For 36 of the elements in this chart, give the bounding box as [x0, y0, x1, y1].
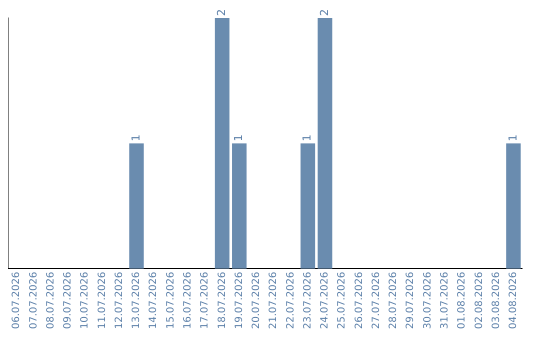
- data-label: 1: [232, 134, 246, 142]
- x-tick-label: 20.07.2026: [251, 272, 262, 330]
- x-tick-label: 29.07.2026: [405, 272, 416, 330]
- data-label: 1: [129, 134, 142, 142]
- x-tick-label: 22.07.2026: [285, 272, 296, 330]
- x-tick-label: 17.07.2026: [200, 272, 211, 330]
- x-tick-label: 31.07.2026: [439, 272, 450, 330]
- x-tick-label: 01.08.2026: [456, 272, 468, 330]
- x-tick-label: 25.07.2026: [336, 272, 348, 330]
- x-tick-label: 27.07.2026: [370, 272, 382, 330]
- data-label: 2: [318, 9, 331, 16]
- x-tick-label: 16.07.2026: [182, 272, 194, 330]
- x-tick-label: 14.07.2026: [148, 272, 160, 330]
- x-tick-label: 09.07.2026: [62, 272, 74, 330]
- data-label: 1: [300, 134, 314, 142]
- x-tick-label: 28.07.2026: [388, 272, 400, 330]
- x-tick-label: 13.07.2026: [131, 272, 142, 330]
- x-tick-label: 30.07.2026: [422, 272, 434, 330]
- x-tick-label: 06.07.2026: [11, 272, 22, 330]
- x-tick-label: 02.08.2026: [474, 272, 485, 330]
- x-tick-label: 26.07.2026: [354, 272, 365, 330]
- x-tick-label: 03.08.2026: [490, 272, 502, 330]
- x-tick-label: 19.07.2026: [234, 272, 245, 330]
- x-tick-label: 07.07.2026: [28, 272, 40, 330]
- x-tick-label: 08.07.2026: [45, 272, 56, 330]
- x-tick-label: 11.07.2026: [96, 272, 108, 330]
- x-tick-label: 23.07.2026: [302, 272, 314, 330]
- x-tick-label: 24.07.2026: [320, 272, 331, 330]
- data-label: 2: [215, 9, 228, 16]
- x-tick-label: 15.07.2026: [165, 272, 176, 330]
- x-tick-label: 18.07.2026: [216, 272, 228, 330]
- data-label: 1: [506, 134, 520, 142]
- x-tick-label: 04.08.2026: [508, 272, 520, 330]
- x-tick-label: 10.07.2026: [80, 272, 91, 330]
- x-tick-label: 12.07.2026: [114, 272, 125, 330]
- x-tick-label: 21.07.2026: [268, 272, 280, 330]
